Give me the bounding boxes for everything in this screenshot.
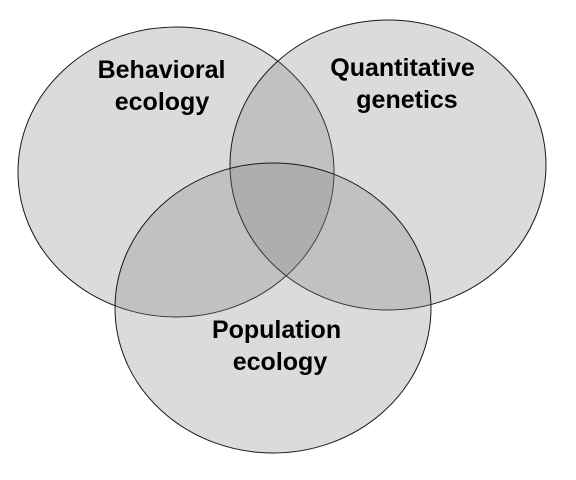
quantitative-genetics-circle xyxy=(229,19,547,311)
quantitative-genetics-label-line-2: genetics xyxy=(356,86,457,114)
behavioral-ecology-label-line-1: Behavioral xyxy=(98,56,226,84)
behavioral-ecology-label-line-2: ecology xyxy=(115,88,210,116)
quantitative-genetics-label: Quantitative genetics xyxy=(330,54,481,114)
population-ecology-label-line-2: ecology xyxy=(233,348,328,376)
population-ecology-label: Population ecology xyxy=(212,316,348,376)
behavioral-ecology-label: Behavioral ecology xyxy=(98,56,233,116)
behavioral-ecology-circle xyxy=(17,26,335,318)
population-ecology-circle xyxy=(114,162,432,454)
population-ecology-label-line-1: Population xyxy=(212,316,341,344)
quantitative-genetics-label-line-1: Quantitative xyxy=(330,54,475,82)
